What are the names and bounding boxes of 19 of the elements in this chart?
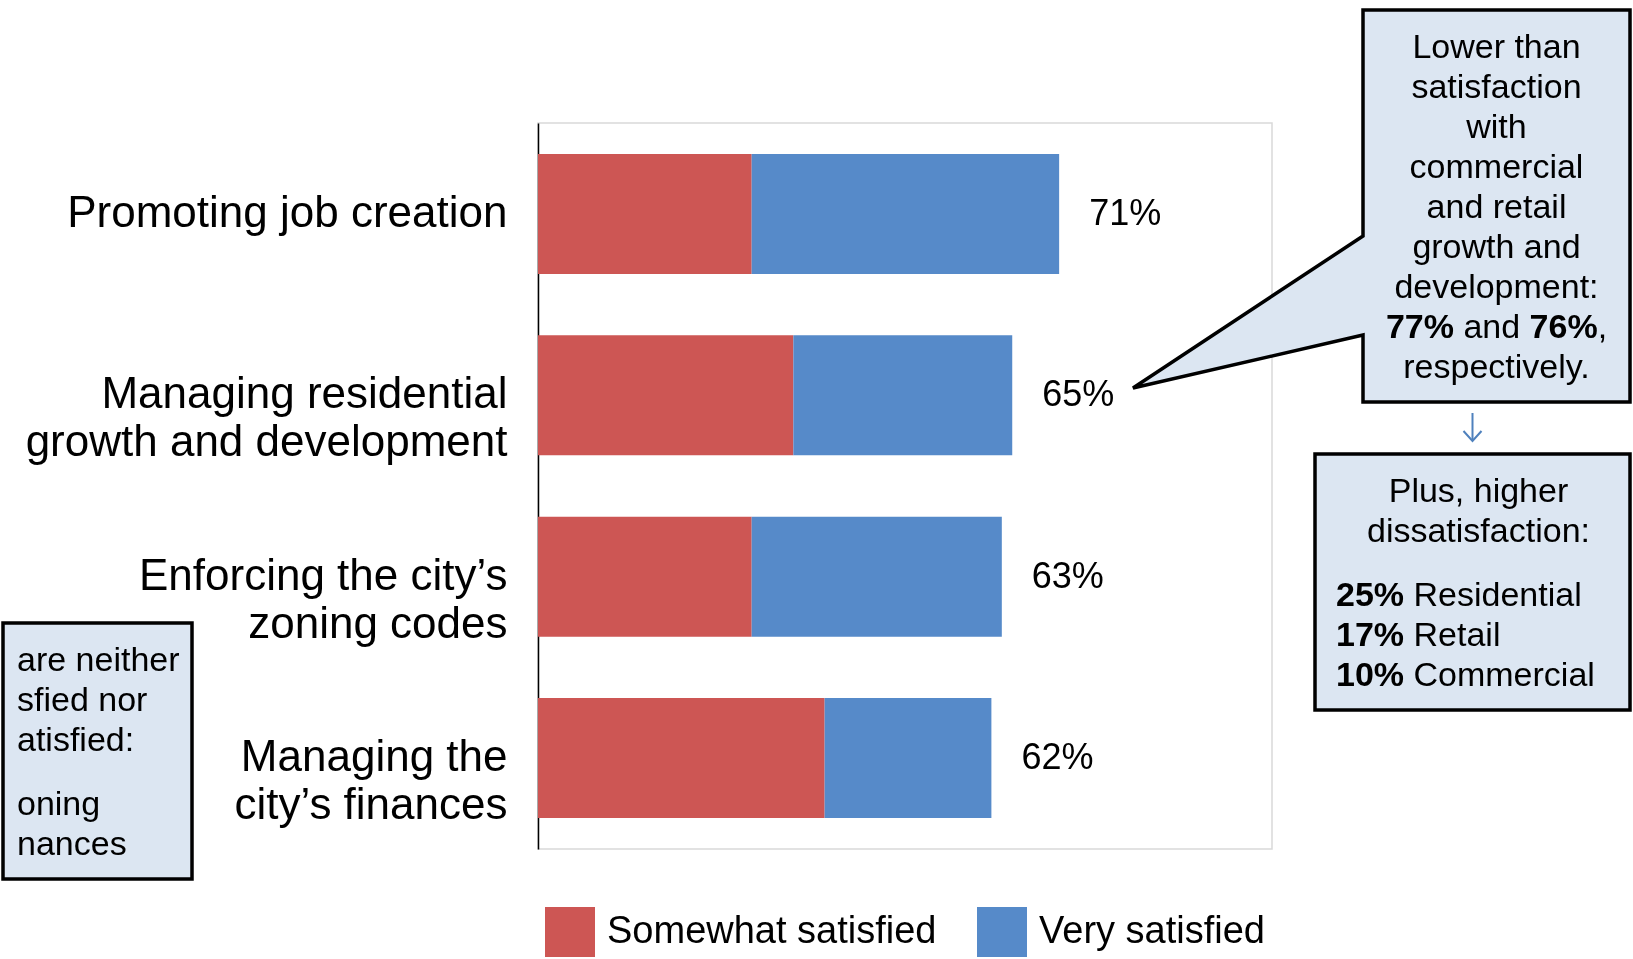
bar: [538, 697, 825, 818]
bar: [538, 335, 794, 456]
text: Lower than satisfaction with commercial and retail growth and development: 77% and 76%, respectively.: [1385, 27, 1608, 385]
text: Plus, higher dissatisfaction: 25% Residential 17% Retail 10% Commercial: [1336, 470, 1596, 694]
bar: [751, 154, 1060, 275]
legend-label: Somewhat satisfied: [607, 909, 937, 951]
bar: [751, 516, 1002, 637]
legend-label: Very satisfied: [1039, 909, 1265, 951]
bar: [824, 697, 992, 818]
y-tick-label: Promoting job creation: [67, 187, 508, 237]
bar: [538, 516, 752, 637]
y-tick-label: Managing residential growth and development: [25, 368, 508, 466]
y-tick-label: Managing the city’s finances: [234, 730, 508, 828]
annotation: 65%: [1042, 373, 1115, 415]
bar: [538, 154, 752, 275]
annotation: 62%: [1021, 735, 1094, 777]
annotation: 63%: [1031, 554, 1104, 596]
bar: [793, 335, 1013, 456]
annotation: 71%: [1089, 192, 1162, 234]
